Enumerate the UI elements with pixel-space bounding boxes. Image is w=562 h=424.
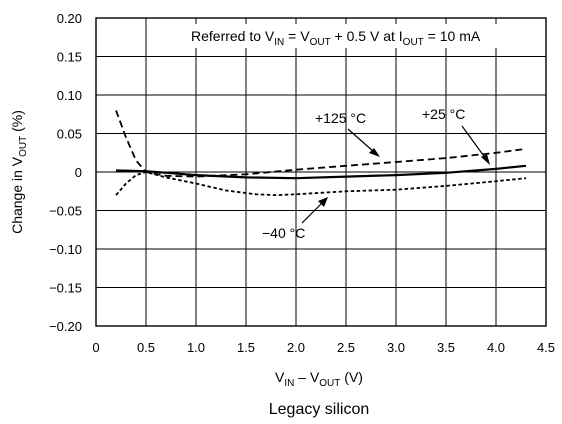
series-line-1 — [115, 164, 527, 180]
series-label-25-arrowhead — [481, 154, 490, 165]
x-tick-label: 0 — [92, 340, 99, 355]
plot-frame — [95, 17, 547, 327]
x-tick-label: 4.0 — [487, 340, 505, 355]
x-tick-label: 2.5 — [337, 340, 355, 355]
y-tick-label: −0.05 — [49, 204, 82, 219]
series-label-125: +125 °C — [315, 110, 380, 157]
x-tick-label: 0.5 — [137, 340, 155, 355]
x-tick-label: 2.0 — [287, 340, 305, 355]
x-tick-label: 3.0 — [387, 340, 405, 355]
x-tick-label: 3.5 — [437, 340, 455, 355]
x-tick-label: 4.5 — [537, 340, 555, 355]
y-tick-label: 0.20 — [57, 11, 82, 26]
series-label-m40-arrowhead — [318, 197, 328, 207]
x-tick-labels: 0 0.5 1.0 1.5 2.0 2.5 3.0 3.5 4.0 4.5 — [92, 340, 555, 355]
x-tick-label: 1.0 — [187, 340, 205, 355]
y-tick-labels: 0.20 0.15 0.10 0.05 0 −0.05 −0.10 −0.15 −0.20 — [49, 11, 82, 334]
y-axis-label: Change in VOUT (%) — [9, 110, 29, 234]
y-tick-label: 0.15 — [57, 50, 82, 65]
x-tick-label: 1.5 — [237, 340, 255, 355]
series-label-m40-text: −40 °C — [262, 225, 305, 241]
chart-caption: Legacy silicon — [269, 401, 370, 418]
x-axis-label: VIN – VOUT (V) — [275, 369, 363, 389]
y-tick-label: 0.05 — [57, 127, 82, 142]
y-tick-label: −0.20 — [49, 319, 82, 334]
y-tick-label: 0 — [75, 165, 82, 180]
series-label-125-arrowhead — [369, 148, 380, 157]
series-label-m40: −40 °C — [262, 197, 328, 241]
y-tick-label: −0.10 — [49, 242, 82, 257]
series-label-125-text: +125 °C — [315, 110, 366, 126]
series-label-125-arrow — [347, 128, 375, 153]
series-lines — [115, 110, 527, 196]
series-label-25: +25 °C — [422, 106, 490, 165]
y-tick-label: 0.10 — [57, 88, 82, 103]
annotation-background — [186, 24, 542, 48]
series-label-25-arrow — [461, 125, 487, 160]
series-label-m40-arrow — [301, 201, 324, 224]
series-line-0 — [115, 110, 527, 178]
grid-lines — [96, 18, 546, 326]
series-line-2 — [115, 171, 527, 196]
series-label-25-text: +25 °C — [422, 106, 465, 122]
annotation-text: Referred to VIN = VOUT + 0.5 V at IOUT =… — [191, 28, 481, 48]
y-tick-label: −0.15 — [49, 281, 82, 296]
